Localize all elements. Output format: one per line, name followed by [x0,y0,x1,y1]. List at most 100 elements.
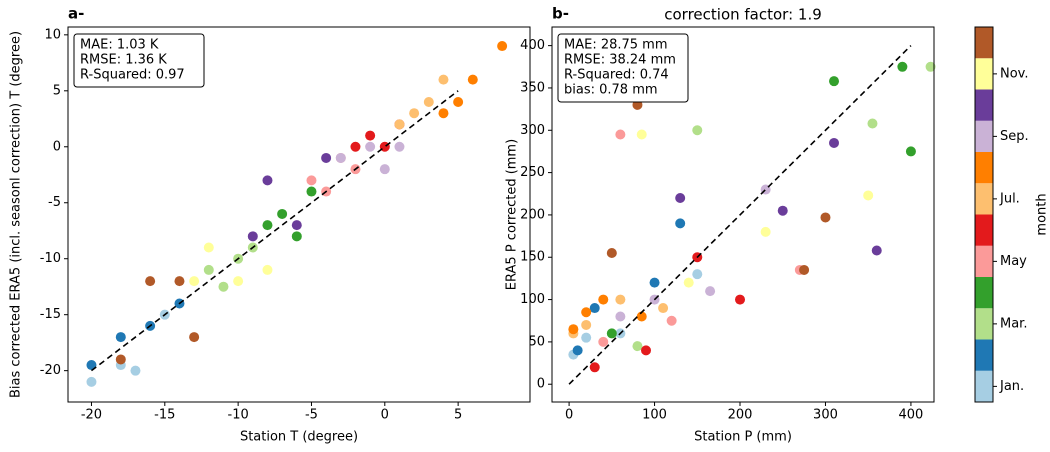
point [394,141,405,152]
x-tick-label: 300 [813,408,838,423]
point [409,108,420,119]
point [649,277,660,288]
identity-line [90,90,459,372]
point [262,264,273,275]
point [581,307,592,318]
colorbar-segment [975,214,993,246]
point [115,354,126,365]
point [572,345,583,356]
y-tick-label: -15 [40,307,61,322]
point [291,231,302,242]
point [453,97,464,107]
stats-text: R-Squared: 0.74 [564,68,669,83]
colorbar-segment [975,370,993,402]
y-tick-label: 250 [520,165,545,180]
stats-text: MAE: 1.03 K [80,38,159,53]
colorbar-tick-label: May [1000,254,1027,269]
y-tick-label: 0 [53,139,61,154]
point [589,303,600,314]
point [568,324,579,335]
point [365,141,376,152]
point [705,286,716,297]
y-tick-label: 200 [520,207,545,222]
point [666,315,677,326]
x-tick-label: -10 [228,408,249,423]
point [829,137,840,148]
point [438,74,449,85]
stats-box [557,33,689,103]
point [203,264,214,275]
point [189,276,200,287]
point [636,129,647,140]
x-tick-label: -20 [81,408,102,423]
point [86,360,97,371]
point [658,303,669,314]
colorbar-label: month [1035,193,1050,235]
point [683,277,694,288]
colorbar-segment [975,120,993,152]
point [581,332,592,343]
colorbar-tick-label: Jul. [999,191,1020,206]
point [423,97,434,107]
point [130,365,141,376]
point [692,125,703,136]
point [760,226,771,237]
x-tick-label: 400 [899,408,924,423]
point [636,311,647,322]
point [277,208,288,219]
point [86,376,97,387]
point [394,119,405,130]
point [335,152,346,163]
y-tick-label: 10 [44,27,61,42]
stats-text: MAE: 28.75 mm [564,38,668,53]
point [641,345,652,356]
point [247,231,258,242]
colorbar-segment [975,152,993,184]
colorbar-frame [974,26,994,403]
point [262,220,273,231]
colorbar-segment [975,245,993,277]
point [598,336,609,347]
point [438,108,449,119]
colorbar-segment [975,27,993,59]
colorbar-segment [975,308,993,340]
point [897,61,908,72]
point [820,212,831,223]
y-tick-label: 5 [53,83,61,98]
colorbar-segment [975,89,993,121]
point [615,311,626,322]
stats-text: RMSE: 1.36 K [80,53,167,68]
point [905,146,916,157]
point [262,175,273,186]
point [925,61,936,72]
point [365,130,376,141]
stats-text: RMSE: 38.24 mm [564,53,676,68]
point [145,276,156,287]
stats-text: R-Squared: 0.97 [80,68,185,83]
x-tick-label: 0 [565,408,573,423]
point [581,319,592,330]
point [799,264,810,275]
point [174,276,185,287]
panel-label: b- [552,5,569,23]
y-tick-label: -5 [48,195,61,210]
axes-frame [67,26,531,403]
colorbar-tick-label: Sep. [1000,129,1029,144]
point [379,164,390,175]
point [291,220,302,231]
point [615,129,626,140]
y-tick-label: 350 [520,80,545,95]
point [863,190,874,201]
y-tick-label: 50 [528,334,545,349]
stats-box [73,33,205,88]
point [675,218,686,229]
point [589,362,600,373]
point [606,328,617,339]
point [306,175,317,186]
colorbar-segment [975,277,993,309]
colorbar-segment [975,58,993,90]
colorbar-segment [975,339,993,371]
x-tick-label: 0 [381,408,389,423]
x-axis-label: Station T (degree) [240,430,358,445]
